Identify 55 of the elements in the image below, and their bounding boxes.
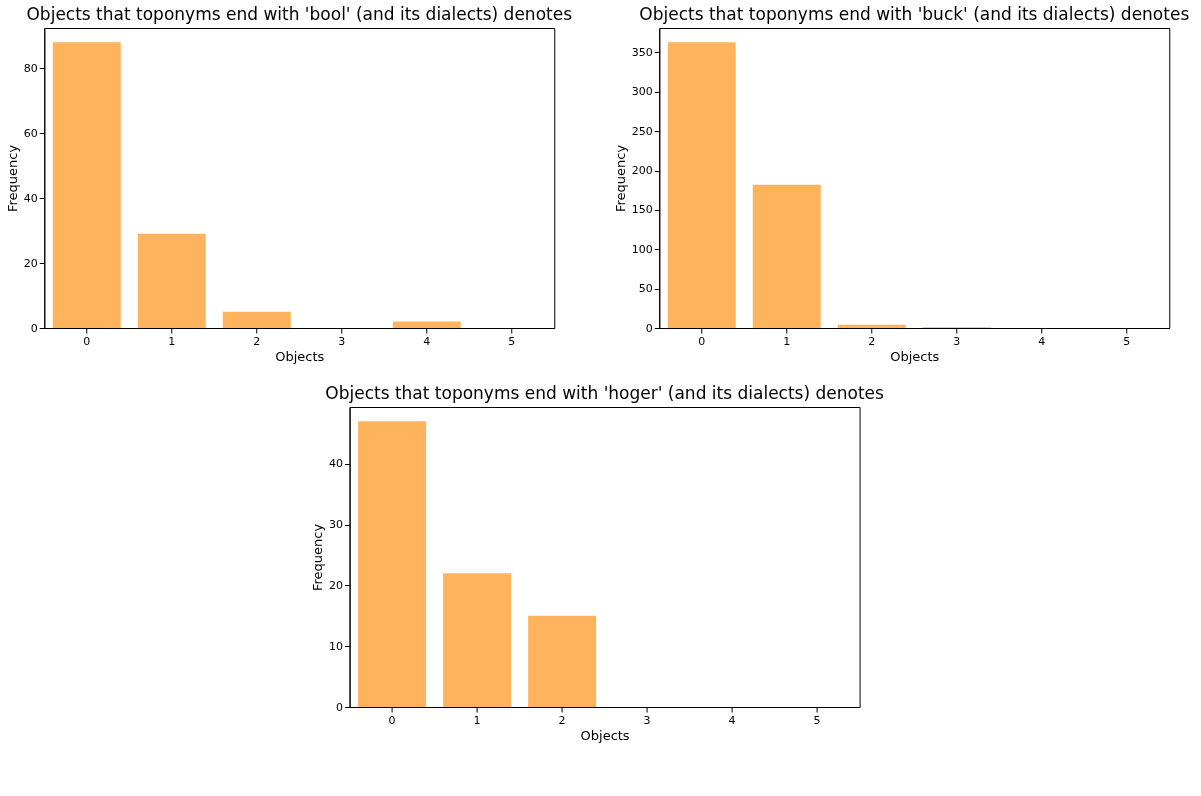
y-tick-label: 100 — [631, 242, 653, 256]
bar — [837, 324, 906, 328]
y-tick-label: 80 — [23, 61, 38, 75]
y-tick-label: 0 — [30, 321, 38, 335]
x-axis-title: Objects — [580, 727, 630, 743]
y-axis-title: Frequency — [612, 144, 628, 213]
bar — [392, 321, 461, 328]
chart-title: Objects that toponyms end with 'buck' (and its dialects) denotes — [639, 4, 1190, 24]
bar — [443, 573, 512, 707]
bar — [137, 233, 206, 328]
y-tick-label: 10 — [329, 639, 344, 653]
bar — [358, 421, 427, 707]
x-tick-label: 5 — [813, 713, 821, 727]
y-tick-label: 40 — [23, 191, 38, 205]
y-axis-title: Frequency — [310, 523, 326, 592]
y-tick-label: 250 — [631, 124, 653, 138]
x-tick-label: 0 — [388, 713, 396, 727]
y-tick-label: 0 — [645, 321, 653, 335]
x-tick-label: 0 — [698, 334, 706, 348]
x-tick-label: 5 — [508, 334, 516, 348]
y-axis-title: Frequency — [4, 144, 20, 213]
y-tick-label: 60 — [23, 126, 38, 140]
x-tick-label: 3 — [338, 334, 346, 348]
x-tick-label: 1 — [783, 334, 791, 348]
y-tick-label: 30 — [329, 518, 344, 532]
bar — [52, 42, 121, 328]
bar — [667, 42, 736, 328]
y-tick-label: 300 — [631, 85, 653, 99]
x-tick-label: 3 — [953, 334, 961, 348]
y-tick-label: 200 — [631, 164, 653, 178]
x-tick-label: 5 — [1123, 334, 1131, 348]
chart-title: Objects that toponyms end with 'hoger' (and its dialects) denotes — [325, 383, 885, 403]
y-tick-label: 150 — [631, 203, 653, 217]
y-tick-label: 40 — [329, 457, 344, 471]
x-tick-label: 4 — [728, 713, 736, 727]
bar — [222, 311, 291, 328]
x-tick-label: 4 — [1038, 334, 1046, 348]
x-axis-title: Objects — [275, 348, 325, 364]
y-tick-label: 0 — [336, 700, 344, 714]
x-tick-label: 3 — [643, 713, 651, 727]
x-axis-title: Objects — [890, 348, 940, 364]
x-tick-label: 2 — [253, 334, 261, 348]
bar — [528, 615, 597, 707]
y-tick-label: 20 — [23, 256, 38, 270]
bar — [752, 184, 821, 328]
x-tick-label: 0 — [83, 334, 91, 348]
x-tick-label: 2 — [558, 713, 566, 727]
chart-title: Objects that toponyms end with 'bool' (and its dialects) denotes — [26, 4, 573, 24]
y-tick-label: 20 — [329, 578, 344, 592]
x-tick-label: 2 — [868, 334, 876, 348]
y-tick-label: 350 — [631, 45, 653, 59]
x-tick-label: 1 — [168, 334, 176, 348]
y-tick-label: 50 — [638, 282, 653, 296]
x-tick-label: 1 — [473, 713, 481, 727]
x-tick-label: 4 — [423, 334, 431, 348]
